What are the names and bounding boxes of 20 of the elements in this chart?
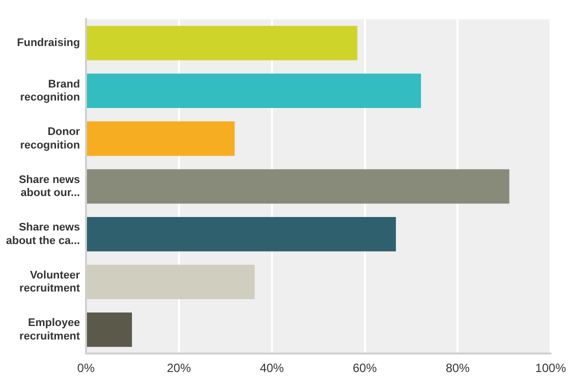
y-tick-label: Volunteer recruitment [19,269,81,295]
x-tick-label: 40% [260,361,284,376]
bar [86,312,132,347]
y-tick-label: Brand recognition [20,78,80,104]
x-tick-label: 80% [446,361,470,376]
x-tick-label: 60% [352,361,378,376]
y-tick-label: Share news about our... [18,174,80,200]
bar [86,121,235,156]
y-tick-label: Share news about the ca... [6,222,80,247]
bar [86,264,255,300]
bar [86,74,422,108]
bar [86,169,510,204]
bar [86,216,396,252]
bar [86,26,358,60]
y-tick-label: Fundraising [17,37,80,50]
y-tick-label: Employee recruitment [19,317,80,342]
y-tick-label: Donor recognition [20,126,81,152]
x-tick-label: 100% [535,361,566,376]
x-tick-label: 20% [166,361,192,376]
x-tick-label: 0% [77,361,95,376]
